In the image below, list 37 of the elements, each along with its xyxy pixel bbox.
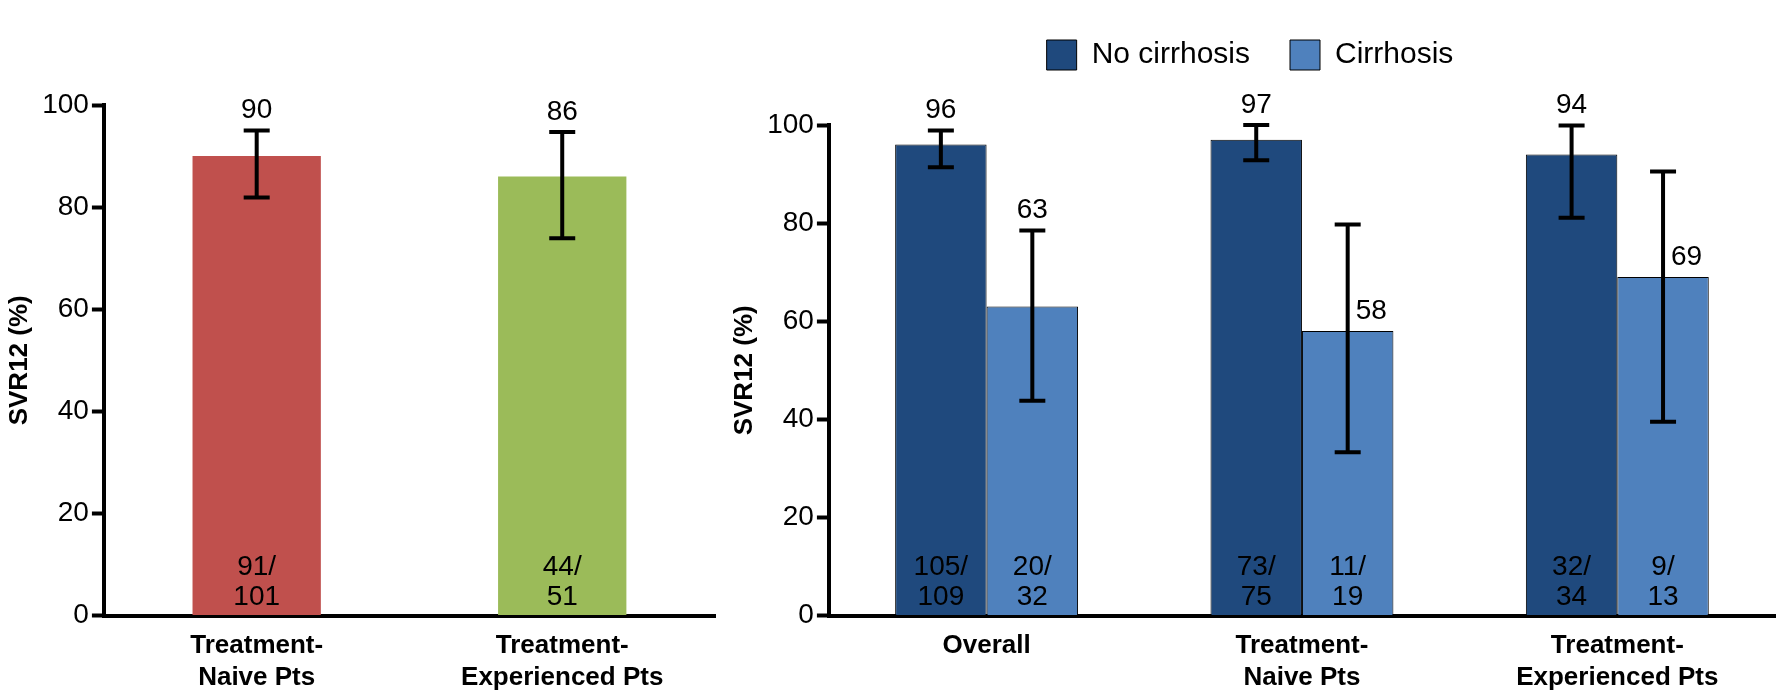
data-label: 69 — [1671, 239, 1703, 271]
data-label: 63 — [1016, 193, 1048, 225]
annotation: 11/19 — [1329, 550, 1367, 612]
y-tick-label: 100 — [767, 107, 814, 139]
y-tick-label: 80 — [57, 189, 89, 221]
y-tick-label: 100 — [42, 87, 89, 119]
y-tick-label: 20 — [57, 496, 89, 528]
annotation: 73/75 — [1236, 550, 1276, 612]
data-label: 90 — [241, 93, 273, 125]
annotation: 20/32 — [1012, 550, 1052, 612]
y-tick-label: 20 — [782, 500, 814, 532]
x-tick-label: Treatment-Experienced Pts — [461, 629, 664, 691]
y-axis-title: SVR12 (%) — [2, 295, 33, 426]
y-tick-label: 80 — [782, 205, 814, 237]
legend-label: Cirrhosis — [1335, 36, 1454, 70]
x-tick-label: Treatment-Experienced Pts — [1516, 629, 1719, 691]
data-label: 86 — [546, 94, 578, 126]
x-tick-label: Treatment-Naive Pts — [1235, 629, 1369, 691]
y-tick-label: 0 — [73, 598, 89, 630]
y-tick-label: 60 — [57, 291, 89, 323]
x-tick-label: Overall — [942, 629, 1031, 660]
annotation: 91/101 — [233, 550, 281, 612]
data-label: 94 — [1556, 88, 1588, 120]
y-tick-label: 0 — [798, 598, 814, 630]
y-tick-label: 40 — [782, 402, 814, 434]
legend-label: No cirrhosis — [1091, 36, 1251, 70]
data-label: 96 — [925, 93, 957, 125]
x-tick-label: Treatment-Naive Pts — [190, 629, 324, 691]
data-label: 97 — [1240, 87, 1272, 119]
y-tick-label: 40 — [57, 394, 89, 426]
data-label: 58 — [1355, 293, 1387, 325]
y-tick-label: 60 — [782, 303, 814, 335]
annotation: 105/109 — [913, 550, 969, 612]
annotation: 9/13 — [1647, 550, 1679, 612]
annotation: 32/34 — [1552, 550, 1592, 612]
y-axis-title: SVR12 (%) — [727, 305, 758, 436]
annotation: 44/51 — [542, 550, 582, 612]
